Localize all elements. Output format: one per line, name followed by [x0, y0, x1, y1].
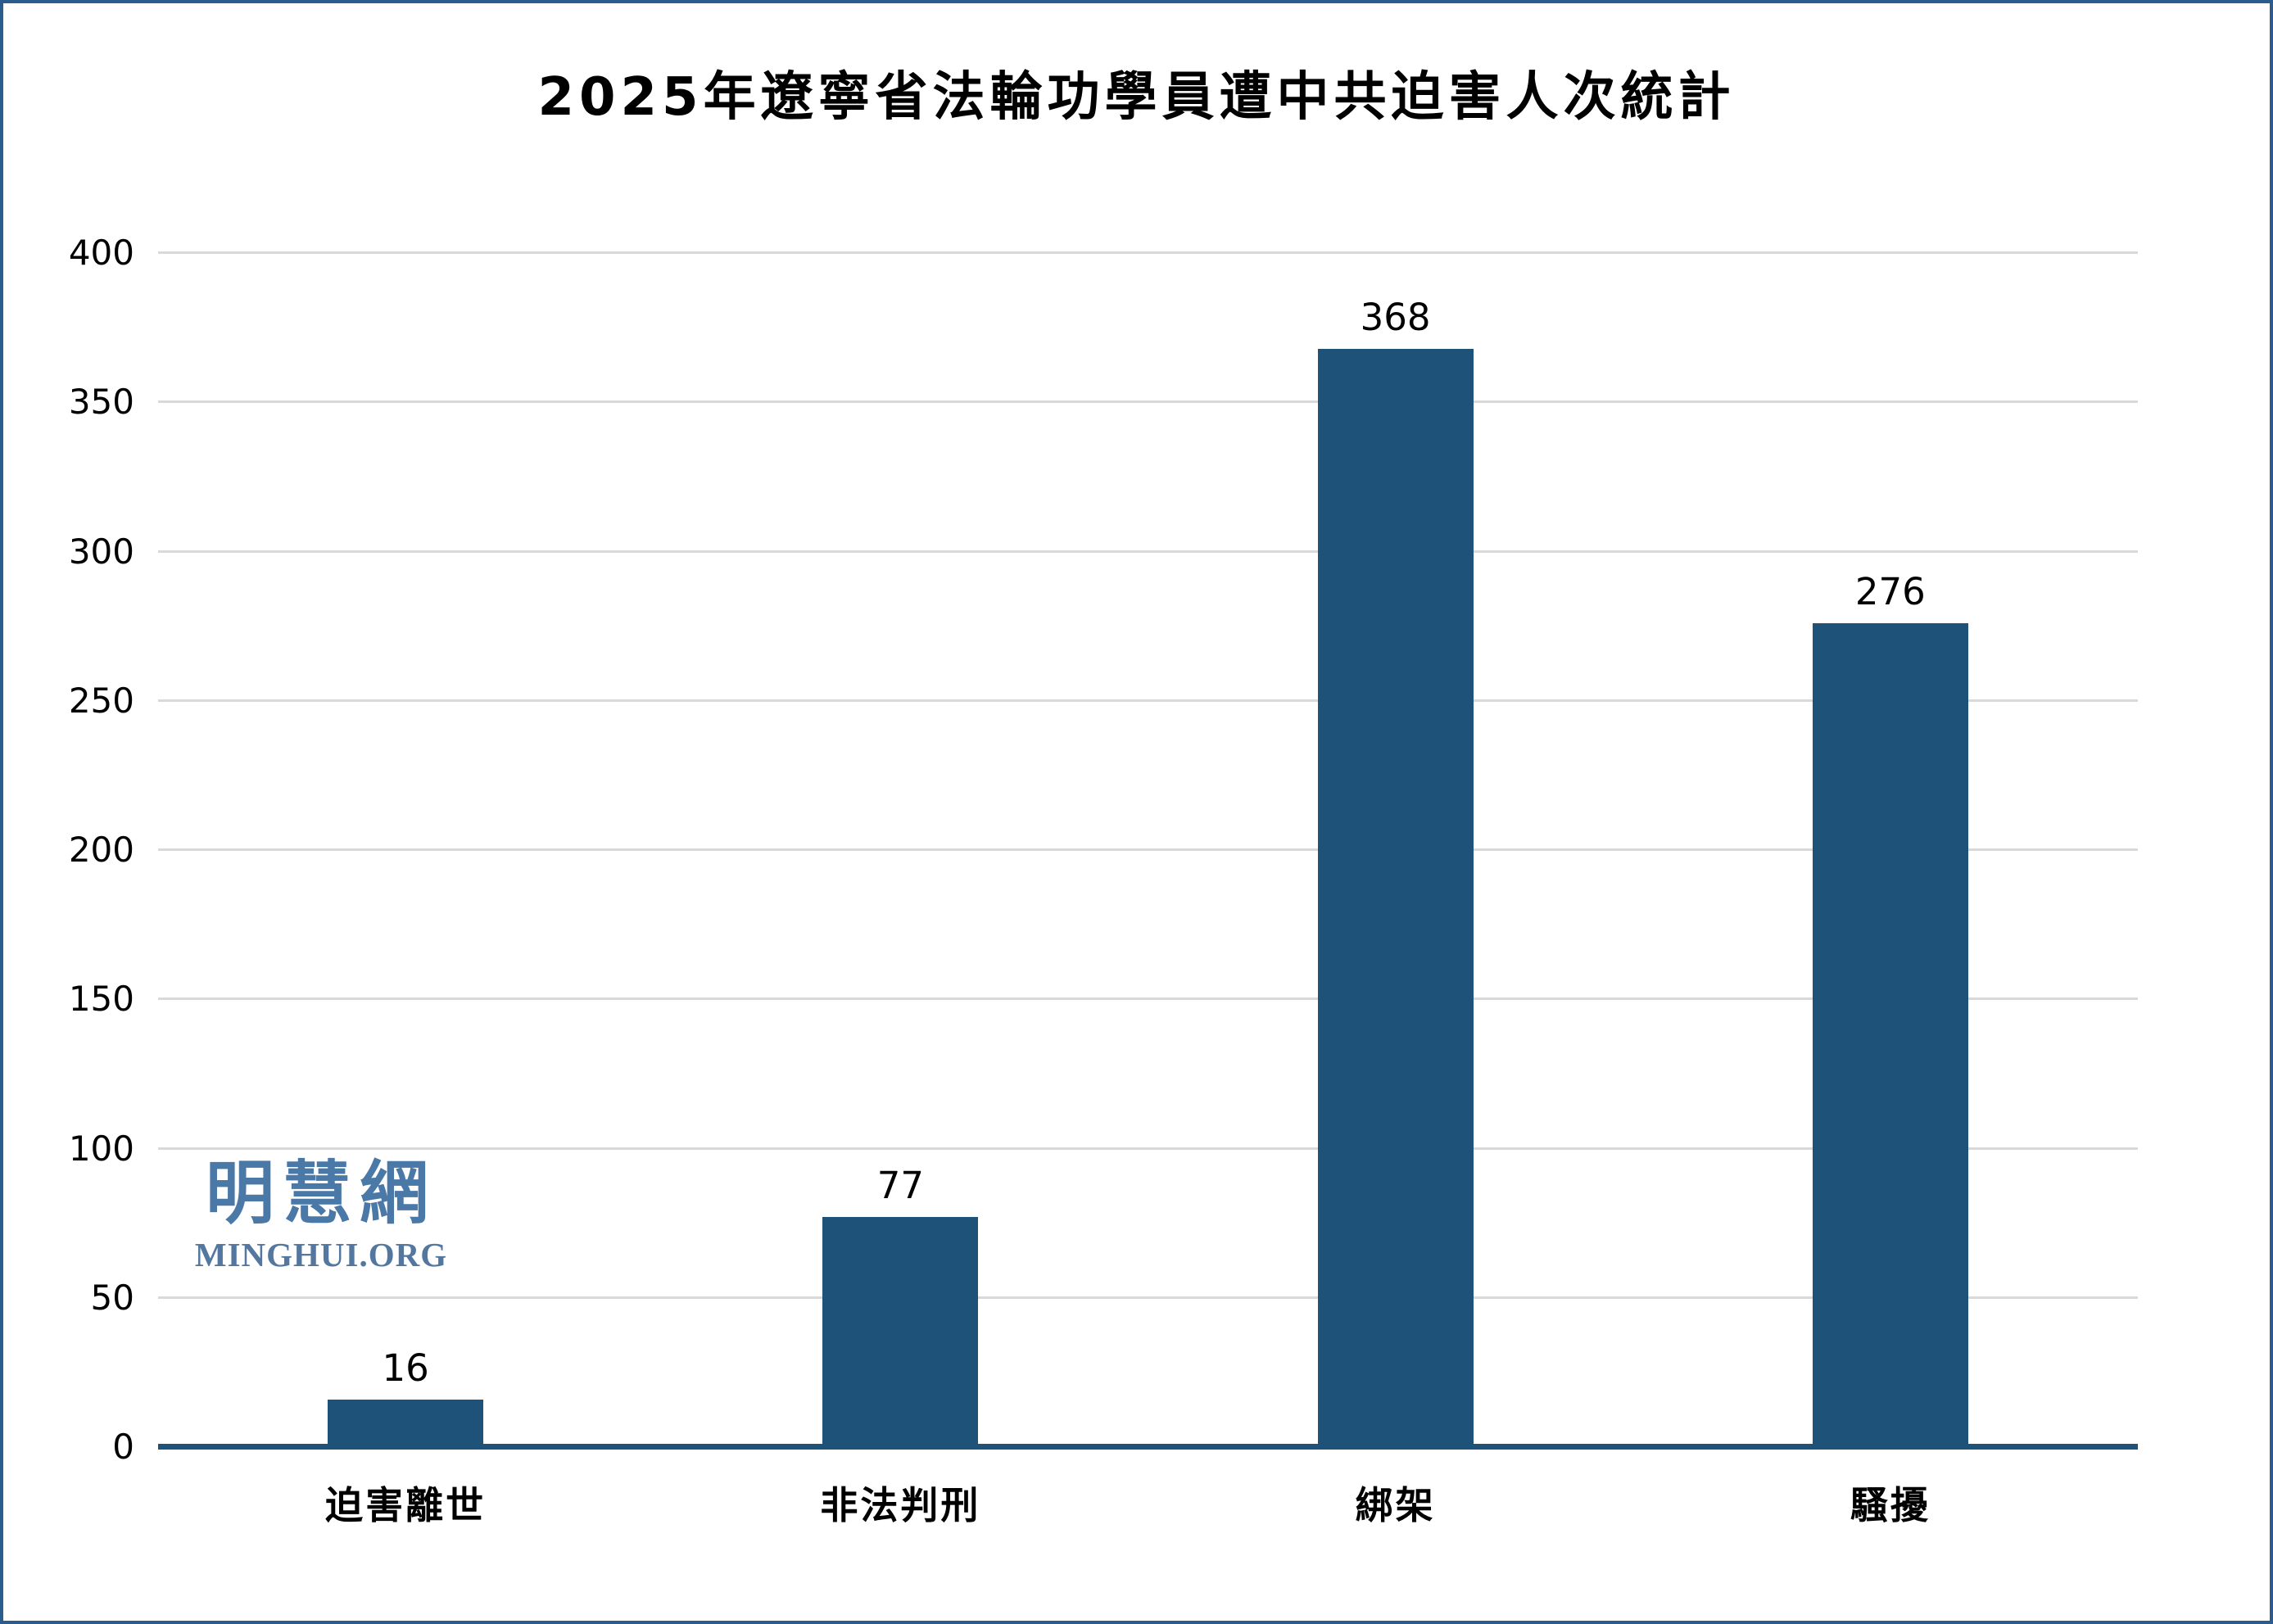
watermark-latin-text: MINGHUI.ORG	[194, 1235, 448, 1273]
y-tick-label-0: 0	[112, 1427, 134, 1467]
y-tick-label-100: 100	[68, 1128, 134, 1169]
bar-slot-2: 77	[653, 253, 1148, 1447]
category-label-3: 綁架	[1355, 1483, 1436, 1527]
bar-3	[1317, 348, 1474, 1447]
x-axis-category-labels: 迫害離世 非法判刑 綁架 騷擾	[158, 1476, 2138, 1530]
bar-1	[328, 1399, 484, 1447]
bar-value-label-2: 77	[876, 1164, 924, 1208]
bar-4	[1812, 622, 1968, 1447]
gridline-200	[158, 848, 2138, 851]
watermark-chinese-text: 明慧網	[205, 1153, 437, 1233]
gridline-50	[158, 1296, 2138, 1299]
bar-2	[822, 1217, 979, 1447]
bar-slot-3: 368	[1148, 253, 1643, 1447]
y-tick-label-350: 350	[68, 382, 134, 423]
category-label-1: 迫害離世	[325, 1483, 487, 1527]
gridline-300	[158, 550, 2138, 553]
gridline-100	[158, 1147, 2138, 1150]
minghui-watermark: 明慧網 MINGHUI.ORG	[183, 1154, 459, 1273]
gridline-250	[158, 699, 2138, 702]
y-tick-label-400: 400	[68, 233, 134, 273]
chart-title: 2025年遼寧省法輪功學員遭中共迫害人次統計	[537, 67, 1736, 128]
category-label-4: 騷擾	[1850, 1483, 1931, 1527]
bar-slot-4: 276	[1643, 253, 2138, 1447]
bar-value-label-3: 368	[1360, 295, 1431, 339]
bar-value-label-1: 16	[382, 1346, 429, 1390]
gridline-400	[158, 251, 2138, 254]
category-label-2: 非法判刑	[820, 1483, 981, 1527]
y-tick-label-150: 150	[68, 979, 134, 1020]
gridline-150	[158, 997, 2138, 1001]
y-tick-label-200: 200	[68, 830, 134, 870]
y-tick-label-250: 250	[68, 680, 134, 721]
plot-area: 16 77 368 276	[158, 251, 2138, 1450]
y-axis-tick-labels: 0 50 100 150 200 250 300 350 400	[52, 236, 134, 1464]
x-axis-line	[158, 1444, 2138, 1450]
bar-value-label-4: 276	[1854, 569, 1926, 613]
y-tick-label-50: 50	[90, 1277, 134, 1318]
bar-slot-1: 16	[158, 253, 653, 1447]
bars-container: 16 77 368 276	[158, 253, 2138, 1447]
gridline-350	[158, 400, 2138, 404]
y-tick-label-300: 300	[68, 531, 134, 572]
